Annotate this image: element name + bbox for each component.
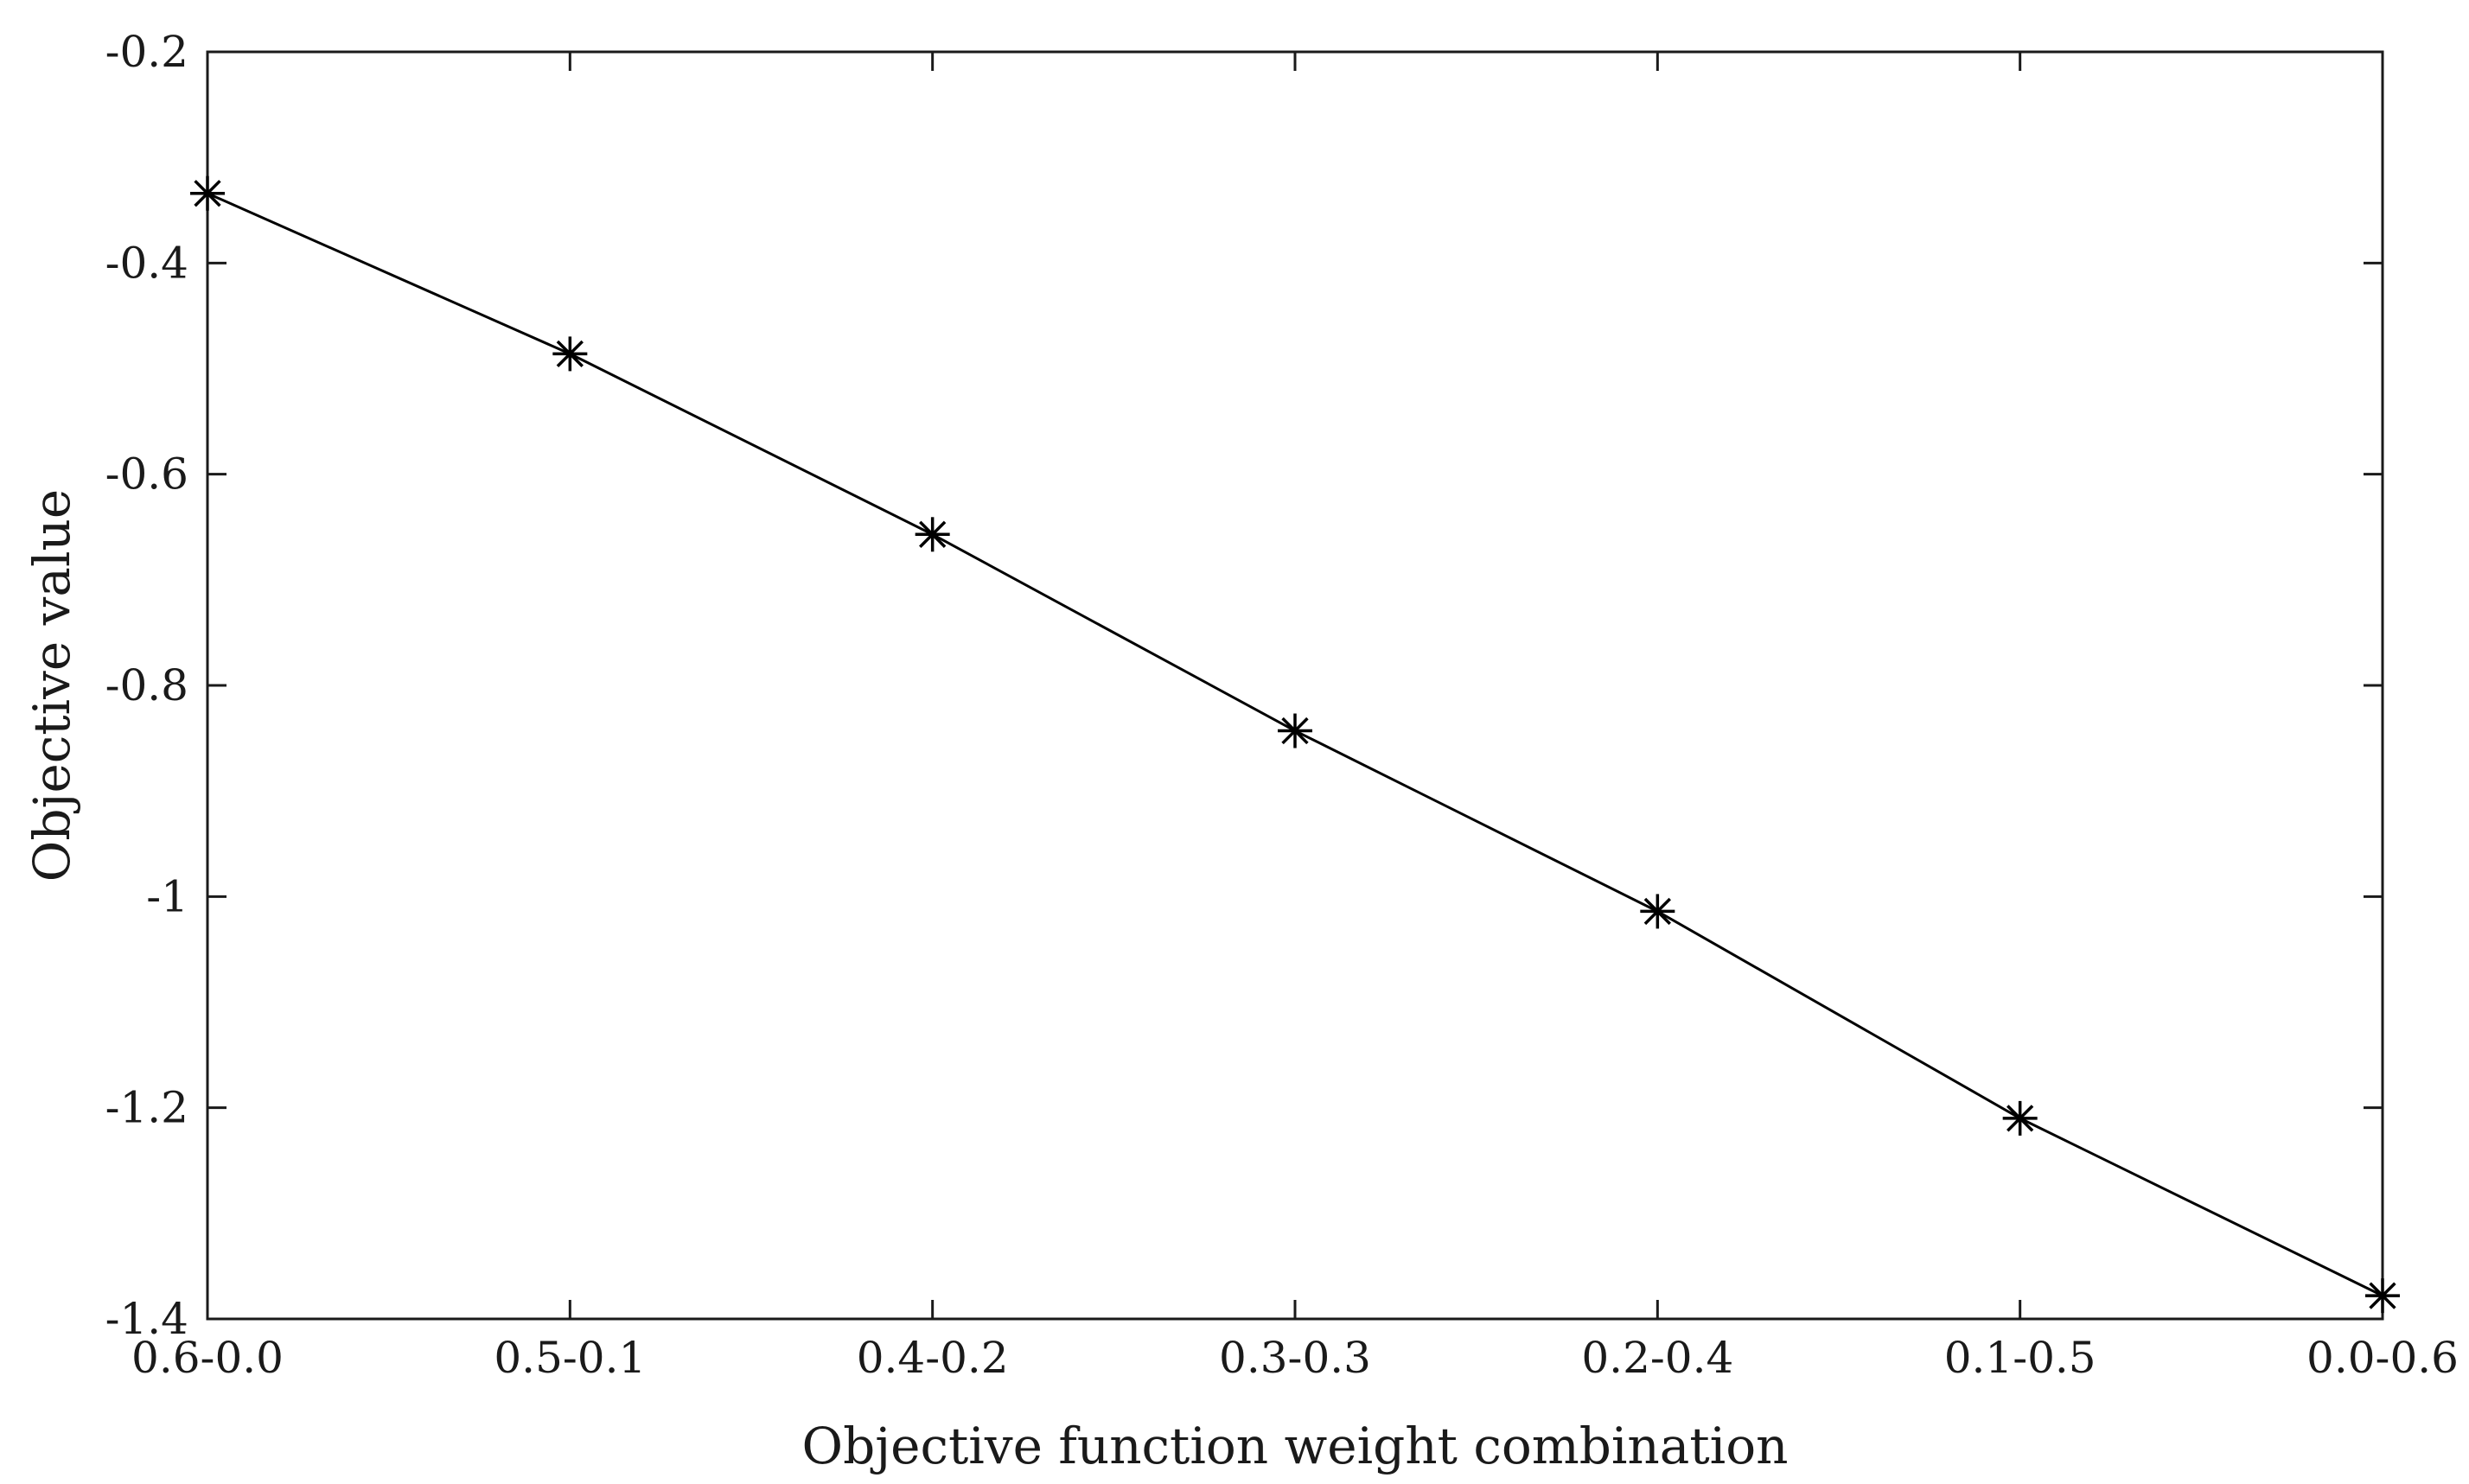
y-tick-label: -0.4 xyxy=(105,238,188,288)
data-point-marker xyxy=(190,176,225,211)
x-tick-label: 0.1-0.5 xyxy=(1944,1333,2096,1383)
data-point-marker xyxy=(2365,1278,2400,1313)
y-tick-label: -0.2 xyxy=(105,27,188,77)
x-tick-label: 0.0-0.6 xyxy=(2306,1333,2459,1383)
y-tick-label: -1 xyxy=(146,871,188,921)
data-point-marker xyxy=(1278,714,1312,748)
data-point-marker xyxy=(2003,1101,2038,1136)
x-axis-title: Objective function weight combination xyxy=(802,1417,1789,1475)
y-axis-title: Objective value xyxy=(22,489,81,882)
series-layer xyxy=(190,176,2400,1313)
x-tick-label: 0.5-0.1 xyxy=(494,1333,646,1383)
x-tick-label: 0.4-0.2 xyxy=(857,1333,1009,1383)
plot-frame xyxy=(207,52,2383,1319)
data-point-marker xyxy=(1640,894,1675,928)
y-tick-label: -0.6 xyxy=(105,449,188,500)
y-axis: -0.2-0.4-0.6-0.8-1-1.2-1.4 xyxy=(105,27,2383,1344)
y-tick-label: -1.2 xyxy=(105,1083,188,1133)
x-tick-label: 0.2-0.4 xyxy=(1581,1333,1733,1383)
x-tick-label: 0.6-0.0 xyxy=(131,1333,284,1383)
data-point-marker xyxy=(552,336,587,371)
y-tick-label: -0.8 xyxy=(105,660,188,710)
data-point-marker xyxy=(916,517,950,551)
x-tick-label: 0.3-0.3 xyxy=(1219,1333,1371,1383)
